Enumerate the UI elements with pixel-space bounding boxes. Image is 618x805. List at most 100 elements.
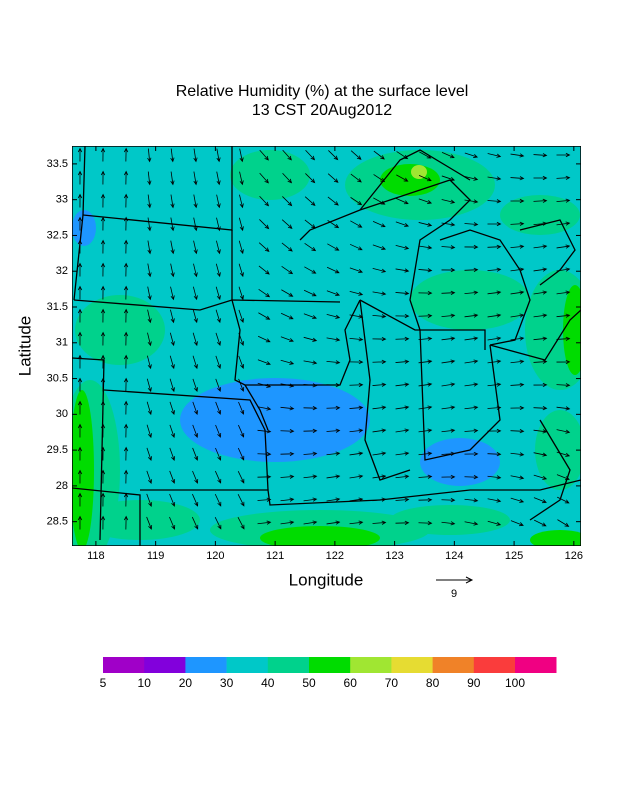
wind-vector [349,405,364,410]
wind-vector [239,194,244,209]
wind-vector [556,429,571,434]
wind-vector [510,359,525,364]
wind-vector [464,267,479,272]
wind-vector [464,176,479,181]
wind-vector [305,173,316,184]
very-wet-area [411,165,427,179]
wind-vector [395,474,410,479]
wind-vector [372,520,387,525]
wind-vector [280,359,295,365]
wind-vector [487,176,502,181]
wind-vector [257,406,272,411]
wind-vector [349,474,364,479]
wind-vector [487,290,502,295]
wind-vector [372,428,387,433]
wind-vector [238,401,245,415]
wind-vector [147,217,152,232]
wind-vector [146,470,153,484]
wind-vector [510,313,525,318]
wind-vector [487,153,502,158]
wind-vector [441,498,456,503]
x-tick-label: 126 [565,550,583,562]
y-tick-label: 30.5 [47,372,68,384]
wind-vector [123,515,129,530]
wind-vector [395,245,410,250]
wind-vectors [77,147,571,530]
wind-vector [487,244,502,249]
wind-vector [464,428,479,433]
wind-vector [238,286,244,301]
wind-vector [464,475,479,480]
wind-vector [77,262,83,277]
wind-vector [464,498,479,503]
wind-vector [303,497,318,502]
wind-vector [192,470,199,484]
colorbar-box [515,657,557,673]
wind-vector [395,291,410,296]
wind-vector [350,173,362,183]
wind-vector [100,285,106,300]
wind-vector [395,197,409,205]
reference-vector-head [465,576,474,584]
wind-vector [303,336,318,342]
wind-vector [193,217,198,232]
wind-vector [100,239,106,254]
wind-vector [556,359,571,365]
wind-vector [556,451,571,457]
wind-vector [418,313,433,318]
wind-vector [349,451,364,456]
wind-vector [169,378,175,393]
wind-vector [533,175,548,181]
wind-vector [328,150,339,161]
wind-vector [146,401,152,416]
wind-vector [464,521,479,526]
wind-vector [191,516,199,530]
wind-vector [169,493,176,507]
wind-vector [215,424,222,438]
wind-vector [147,286,152,301]
wind-vector [510,244,525,249]
wind-vector [533,452,548,457]
wind-vector [349,243,363,251]
wind-vector [326,290,340,297]
wind-vector [510,429,525,434]
wind-vector [192,378,198,393]
wind-vector [326,497,341,502]
colorbar-label: 80 [426,676,440,690]
wind-vector [349,267,363,274]
wind-vector [239,148,244,163]
wind-vector [77,446,83,461]
wind-vector [395,313,410,319]
wind-vector [192,309,198,324]
y-tick-label: 33 [56,194,68,206]
wind-vector [258,265,270,275]
wind-vector [464,313,479,318]
wind-vector [533,290,548,295]
y-tick-label: 28 [56,480,68,492]
wind-vector [533,267,548,272]
colorbar-box [144,657,186,673]
wind-vector [238,378,245,392]
wind-vector [280,474,295,479]
wind-vector [303,289,317,297]
wind-vector [487,336,502,341]
colorbar-box [103,657,145,673]
wind-vector [418,268,433,273]
wind-vector [326,451,341,456]
wind-vector [464,359,479,364]
wind-vector [556,290,571,295]
wind-vector [259,149,269,161]
wind-vector [533,198,548,203]
wind-vector [280,406,295,411]
wind-vector [395,451,410,456]
wind-vector [215,378,222,392]
wind-vector [464,405,479,410]
wind-vector [372,451,387,456]
wind-vector [464,336,479,341]
wind-vector [77,377,83,392]
wind-vector [147,263,152,278]
subtitle: 13 CST 20Aug2012 [252,102,392,119]
wind-vector [280,429,295,434]
wind-vector [418,428,433,433]
wind-vector [533,153,548,158]
